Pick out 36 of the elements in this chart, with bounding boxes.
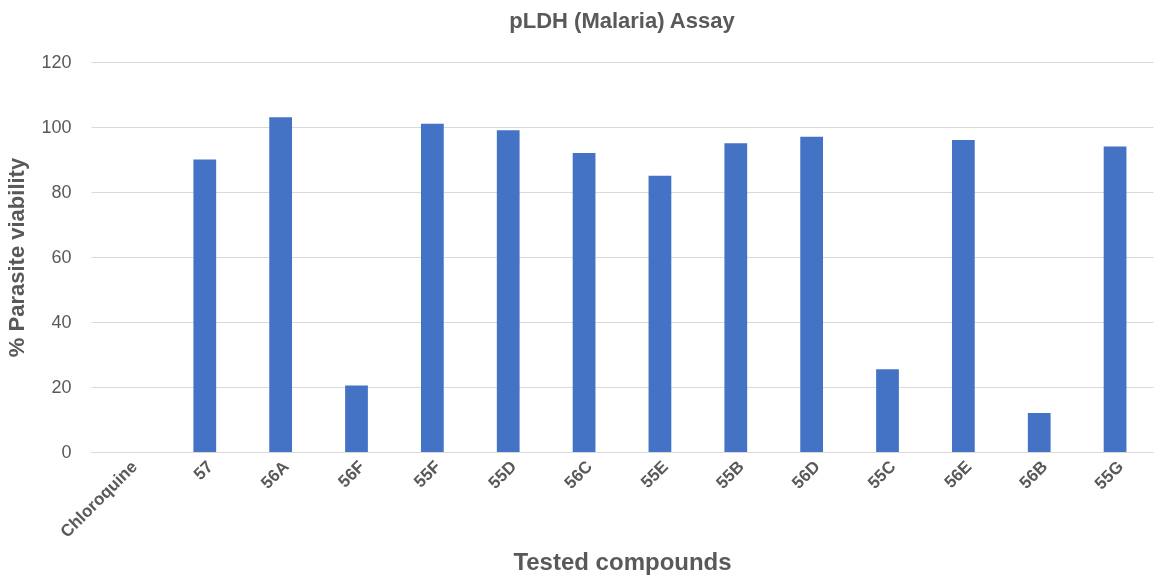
bar: [193, 159, 217, 452]
bar: [269, 117, 293, 452]
x-tick-label: 55B: [712, 457, 748, 493]
bar: [951, 140, 975, 452]
x-axis-title: Tested compounds: [513, 547, 732, 575]
x-tick-label: 56A: [257, 457, 293, 493]
x-tick-label: 56E: [940, 457, 976, 492]
x-tick-label: 56D: [788, 457, 824, 493]
x-tick-label: 57: [189, 457, 217, 484]
bar: [876, 369, 899, 452]
bar: [1103, 146, 1127, 452]
y-tick-label: 60: [51, 246, 72, 267]
y-tick-label: 40: [51, 311, 72, 332]
bar: [800, 136, 824, 452]
y-tick-label: 0: [61, 441, 72, 462]
x-tick-label: 55G: [1090, 457, 1128, 494]
bar: [496, 130, 520, 452]
y-tick-label: 120: [41, 51, 72, 72]
bar: [1027, 413, 1051, 452]
x-tick-label: 55C: [864, 457, 900, 493]
bar: [420, 123, 444, 452]
bar: [345, 385, 368, 452]
y-tick-label: 100: [41, 116, 72, 137]
y-axis-title: % Parasite viability: [4, 157, 30, 358]
bar: [572, 153, 596, 452]
bar: [724, 143, 748, 452]
y-tick-label: 20: [51, 376, 72, 397]
chart-title: pLDH (Malaria) Assay: [509, 8, 736, 33]
x-tick-label: 56C: [560, 457, 597, 493]
x-tick-label: 55E: [637, 457, 672, 492]
y-tick-label: 80: [51, 181, 72, 202]
x-tick-label: 55D: [484, 457, 521, 493]
x-tick-label: 56F: [334, 457, 369, 492]
x-tick-label: 55F: [410, 457, 445, 492]
bar: [648, 175, 672, 452]
x-tick-label: 56B: [1015, 457, 1052, 493]
